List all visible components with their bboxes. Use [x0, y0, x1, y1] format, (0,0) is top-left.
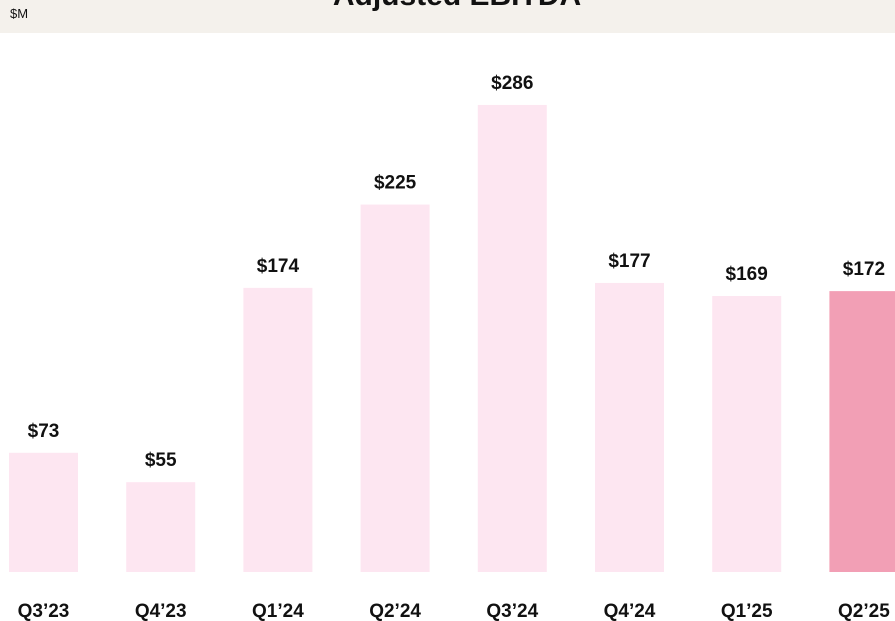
value-label: $169: [726, 264, 768, 285]
x-tick-label: Q3’24: [486, 601, 538, 621]
bar: [243, 287, 313, 572]
unit-label: $M: [10, 6, 28, 21]
x-tick-label: Q3’23: [18, 601, 70, 621]
bar: [595, 282, 664, 572]
x-tick-label: Q4’24: [604, 601, 656, 621]
x-tick-label: Q1’25: [721, 601, 773, 621]
chart-title: Adjusted EBITDA: [333, 0, 581, 12]
value-label: $177: [608, 251, 650, 272]
value-label: $174: [257, 256, 300, 277]
value-label: $172: [843, 259, 885, 280]
value-label: $73: [28, 421, 60, 442]
x-tick-label: Q2’24: [369, 601, 421, 621]
bar: [126, 482, 196, 572]
bar: [9, 452, 78, 572]
value-label: $286: [491, 73, 533, 94]
bar: [829, 291, 895, 572]
bar: [712, 296, 782, 572]
x-tick-label: Q1’24: [252, 601, 304, 621]
x-tick-label: Q4’23: [135, 601, 187, 621]
header-band: [0, 0, 895, 33]
bar: [360, 204, 430, 572]
value-label: $55: [145, 450, 177, 471]
bar: [477, 104, 547, 572]
value-label: $225: [374, 173, 417, 194]
x-tick-label: Q2’25: [838, 601, 890, 621]
